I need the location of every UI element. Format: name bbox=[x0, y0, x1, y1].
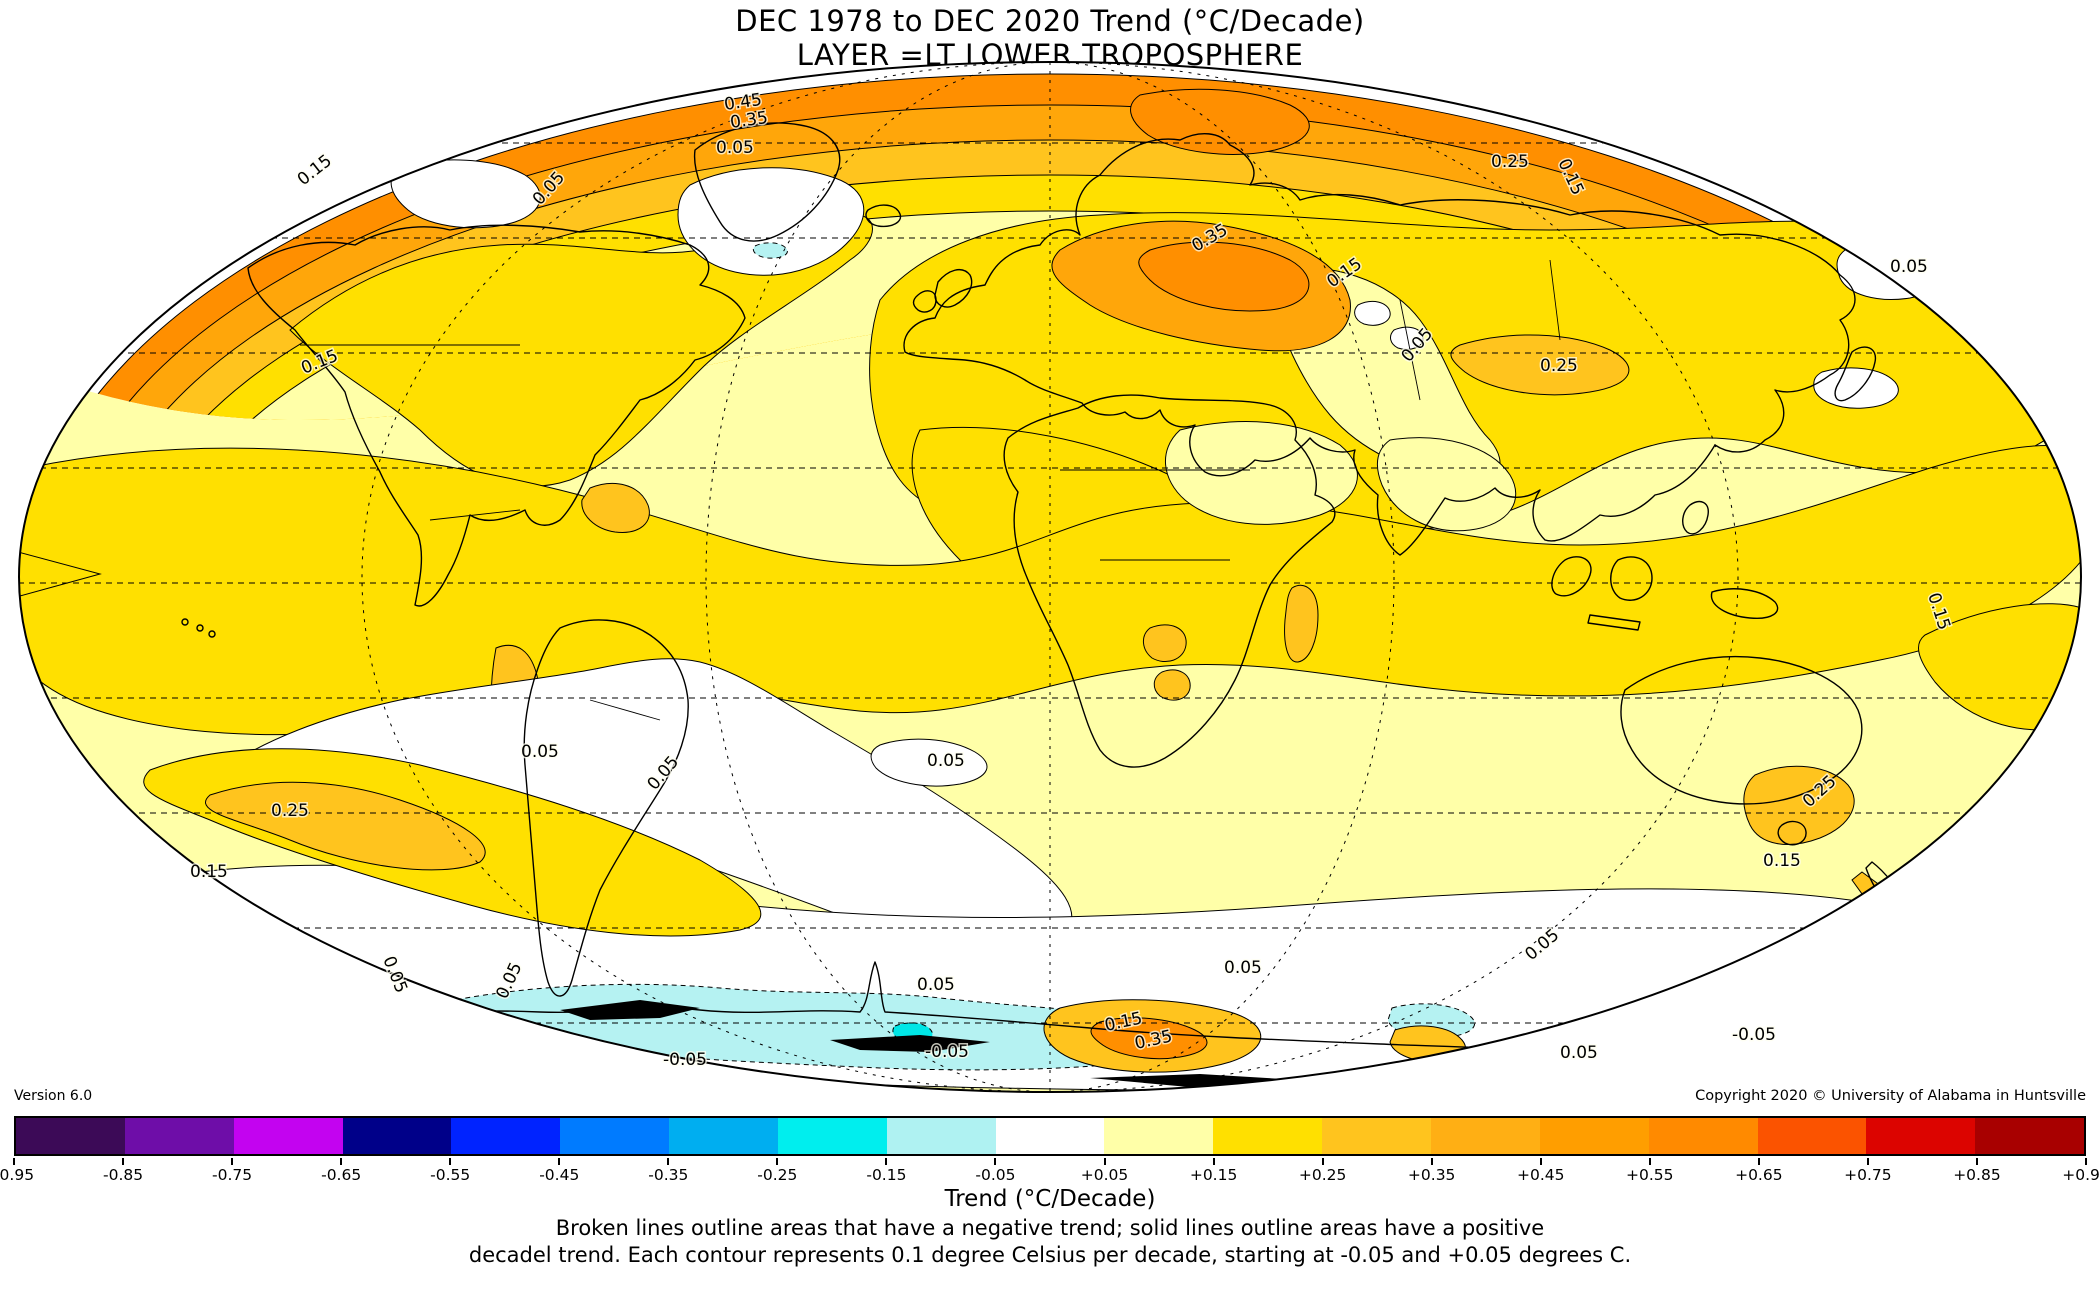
contour-label: 0.05 bbox=[1890, 257, 1928, 277]
colorbar-tick bbox=[449, 1158, 452, 1165]
colorbar-tick-label: -0.15 bbox=[866, 1166, 907, 1184]
colorbar-tick bbox=[122, 1158, 125, 1165]
colorbar-tick-label: -0.65 bbox=[321, 1166, 362, 1184]
colorbar-tick-label: +0.85 bbox=[1953, 1166, 2001, 1184]
version-label: Version 6.0 bbox=[14, 1088, 93, 1104]
colorbar-cell bbox=[16, 1118, 125, 1154]
colorbar-cell bbox=[1539, 1118, 1649, 1154]
colorbar-tick-label: +0.25 bbox=[1298, 1166, 1347, 1184]
colorbar-cell bbox=[886, 1118, 996, 1154]
colorbar-cell bbox=[124, 1118, 234, 1154]
colorbar-tick bbox=[2085, 1158, 2087, 1165]
caption-line2: decadel trend. Each contour represents 0… bbox=[468, 1243, 1632, 1267]
colorbar-tick bbox=[558, 1158, 561, 1165]
colorbar-title: Trend (°C/Decade) bbox=[944, 1186, 1156, 1212]
colorbar-tick-label: -0.35 bbox=[648, 1166, 689, 1184]
colorbar-tick-label: +0.55 bbox=[1626, 1166, 1674, 1184]
contour-label: -0.05 bbox=[663, 1050, 707, 1070]
colorbar-tick bbox=[13, 1158, 15, 1165]
graticule bbox=[19, 62, 2081, 1092]
colorbar-tick-label: +0.05 bbox=[1080, 1166, 1129, 1184]
contour-label: 0.05 bbox=[716, 138, 754, 158]
colorbar-cell bbox=[669, 1118, 778, 1154]
colorbar-cell bbox=[777, 1118, 887, 1154]
colorbar-cell bbox=[342, 1118, 452, 1154]
warm-regions bbox=[19, 212, 2081, 979]
caption-line1: Broken lines outline areas that have a n… bbox=[555, 1216, 1545, 1240]
colorbar-tick-label: -0.45 bbox=[539, 1166, 580, 1184]
colorbar-cell bbox=[1648, 1118, 1758, 1154]
colorbar-tick-label: +0.65 bbox=[1735, 1166, 1783, 1184]
copyright-label: Copyright 2020 © University of Alabama i… bbox=[1695, 1088, 2086, 1104]
colorbar-tick bbox=[1648, 1158, 1651, 1165]
colorbar-tick bbox=[776, 1158, 779, 1165]
colorbar-tick-label: +0.45 bbox=[1516, 1166, 1565, 1184]
contour-label: -0.05 bbox=[1732, 1025, 1776, 1045]
contour-label: 0.05 bbox=[1560, 1043, 1598, 1063]
colorbar-cell bbox=[1975, 1118, 2085, 1154]
colorbar-tick-labels: -0.95 -0.85 -0.75 -0.65 -0.55 -0.45 -0.35 -0.25… bbox=[0, 1158, 2100, 1192]
contour-label: 0.25 bbox=[271, 801, 309, 821]
contour-label: -0.05 bbox=[925, 1042, 969, 1062]
colorbar-cell bbox=[1322, 1118, 1431, 1154]
contour-label: 0.15 bbox=[294, 151, 336, 190]
contour-label: 0.05 bbox=[521, 742, 559, 762]
colorbar-tick-label: -0.55 bbox=[430, 1166, 471, 1184]
colorbar-cell bbox=[1866, 1118, 1976, 1154]
colorbar-tick-label: -0.75 bbox=[212, 1166, 253, 1184]
colorbar-tick-label: +0.35 bbox=[1407, 1166, 1456, 1184]
colorbar-cell bbox=[560, 1118, 670, 1154]
contour-label: 0.05 bbox=[917, 975, 955, 995]
contour-label: 0.15 bbox=[1763, 851, 1801, 871]
colorbar-tick bbox=[1430, 1158, 1433, 1165]
colorbar-tick bbox=[231, 1158, 234, 1165]
colorbar-tick-label: -0.85 bbox=[102, 1166, 144, 1184]
colorbar-tick bbox=[1212, 1158, 1215, 1165]
colorbar-tick bbox=[1539, 1158, 1542, 1165]
page-title: DEC 1978 to DEC 2020 Trend (°C/Decade) bbox=[735, 4, 1365, 38]
continent-outlines bbox=[181, 122, 1929, 1088]
contour-label: 0.05 bbox=[927, 751, 965, 771]
colorbar-tick-label: -0.05 bbox=[975, 1166, 1016, 1184]
colorbar bbox=[14, 1116, 2086, 1156]
colorbar-tick-label: -0.95 bbox=[0, 1166, 35, 1184]
colorbar-tick bbox=[1866, 1158, 1869, 1165]
colorbar-cell bbox=[995, 1118, 1105, 1154]
colorbar-tick-label: +0.95 bbox=[2062, 1166, 2100, 1184]
colorbar-tick bbox=[1103, 1158, 1106, 1165]
colorbar-cell bbox=[1757, 1118, 1867, 1154]
colorbar-cell bbox=[233, 1118, 343, 1154]
map-rim bbox=[18, 61, 2082, 1093]
colorbar-tick bbox=[340, 1158, 343, 1165]
colorbar-tick bbox=[1321, 1158, 1324, 1165]
colorbar-tick bbox=[994, 1158, 997, 1165]
colorbar-tick bbox=[1975, 1158, 1978, 1165]
colorbar-tick-label: +0.75 bbox=[1844, 1166, 1892, 1184]
contour-label: 0.25 bbox=[1540, 356, 1578, 376]
contour-label: 0.05 bbox=[1224, 958, 1262, 978]
colorbar-tick bbox=[1757, 1158, 1760, 1165]
contour-label: 0.15 bbox=[190, 862, 228, 882]
colorbar-cell bbox=[1430, 1118, 1540, 1154]
colorbar-cell bbox=[451, 1118, 561, 1154]
country-borders bbox=[300, 259, 1561, 721]
colorbar-cell bbox=[1213, 1118, 1323, 1154]
colorbar-tick bbox=[885, 1158, 888, 1165]
colorbar-tick-label: +0.15 bbox=[1189, 1166, 1238, 1184]
colorbar-tick bbox=[667, 1158, 670, 1165]
colorbar-tick-label: -0.25 bbox=[757, 1166, 798, 1184]
contour-label: 0.25 bbox=[1491, 152, 1529, 172]
colorbar-cell bbox=[1104, 1118, 1214, 1154]
